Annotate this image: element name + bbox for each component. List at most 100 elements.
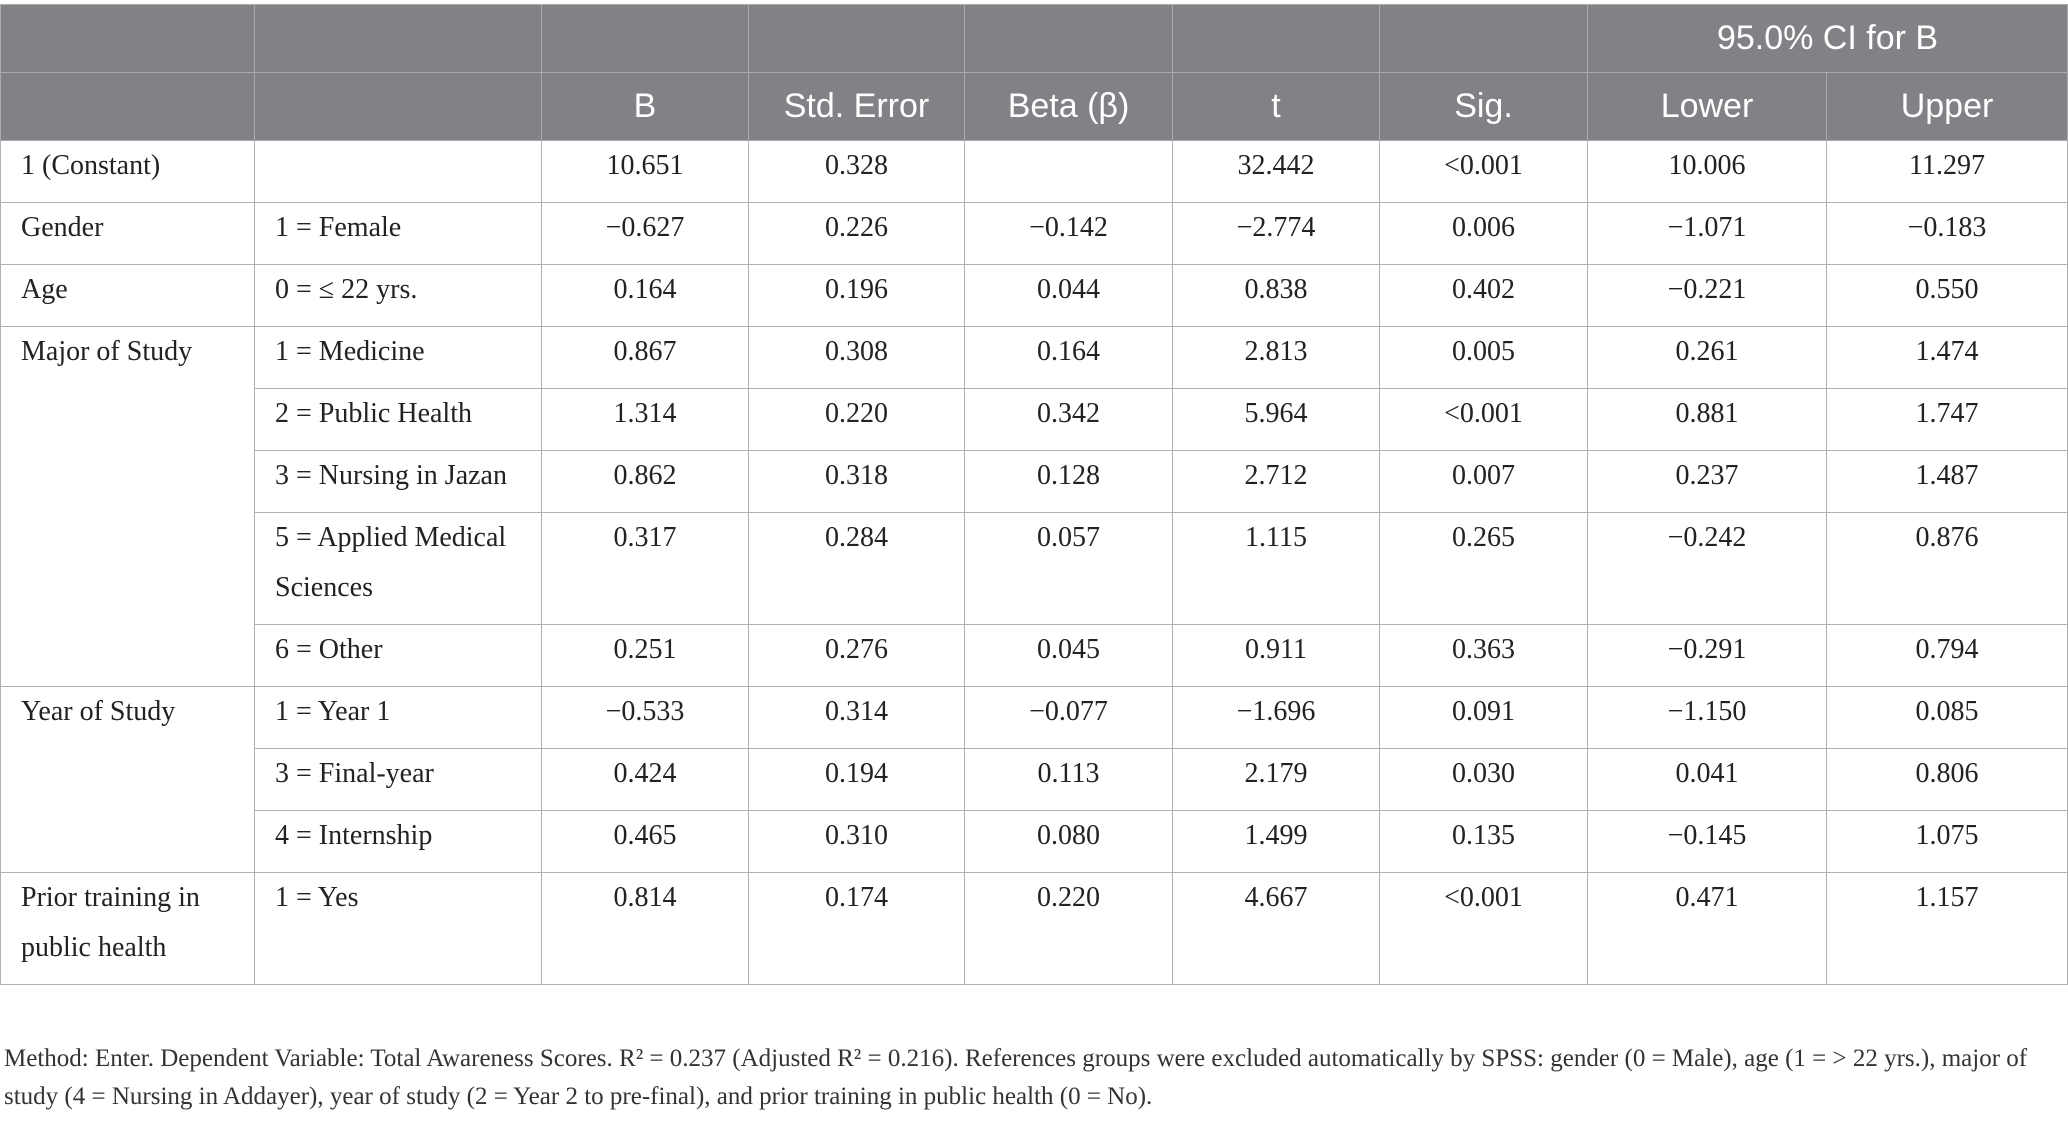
cell-sig: 0.402 [1379,264,1588,327]
cell-upper: 11.297 [1825,140,2068,203]
cell-upper: −0.183 [1825,202,2068,265]
cell-sig: 0.265 [1379,512,1588,625]
header-blank [748,4,965,73]
cell-lower: 0.261 [1587,326,1827,389]
header-row-1: 95.0% CI for B [0,4,2068,73]
header-blank [1379,4,1588,73]
cell-b: 0.867 [541,326,749,389]
cell-upper: 1.075 [1825,810,2068,873]
header-lower: Lower [1587,72,1827,141]
cell-upper: 0.794 [1825,624,2068,687]
regression-table-container: 95.0% CI for B B Std. Error Beta (β) t S… [0,4,2068,985]
cell-sig: 0.007 [1379,450,1588,513]
header-blank [254,4,542,73]
cell-std-error: 0.318 [748,450,965,513]
row-variable: Major of Study [0,326,255,687]
cell-lower: −0.145 [1587,810,1827,873]
table-row: Year of Study 1 = Year 1 −0.533 0.314 −0… [0,686,2068,873]
cell-t: 5.964 [1172,388,1380,451]
row-level: 1 = Female [254,202,542,265]
cell-t: 1.115 [1172,512,1380,625]
cell-b: 0.164 [541,264,749,327]
cell-std-error: 0.220 [748,388,965,451]
cell-beta: 0.164 [964,326,1173,389]
cell-lower: −1.150 [1587,686,1827,749]
cell-lower: −0.291 [1587,624,1827,687]
cell-lower: −1.071 [1587,202,1827,265]
row-level: 1 = Year 1 [254,686,542,749]
row-level: 1 = Medicine [254,326,542,389]
cell-std-error: 0.314 [748,686,965,749]
cell-sig: 0.363 [1379,624,1588,687]
cell-t: 0.838 [1172,264,1380,327]
cell-b: 0.465 [541,810,749,873]
cell-beta: 0.057 [964,512,1173,625]
cell-sig: <0.001 [1379,388,1588,451]
row-level [254,140,542,203]
cell-t: 2.712 [1172,450,1380,513]
cell-std-error: 0.196 [748,264,965,327]
cell-b: 0.317 [541,512,749,625]
header-b: B [541,72,749,141]
cell-lower: 0.237 [1587,450,1827,513]
cell-lower: 0.041 [1587,748,1827,811]
cell-upper: 0.876 [1825,512,2068,625]
table-row: 3 = Final-year 0.424 0.194 0.113 2.179 0… [1,748,2068,811]
table-row: 2 = Public Health 1.314 0.220 0.342 5.96… [1,388,2068,451]
table-row: 3 = Nursing in Jazan 0.862 0.318 0.128 2… [1,450,2068,513]
cell-upper: 1.747 [1825,388,2068,451]
header-std-error: Std. Error [748,72,965,141]
table-row: 1 (Constant) 10.651 0.328 32.442 <0.001 … [0,140,2068,203]
row-level: 4 = Internship [254,810,542,873]
cell-t: 32.442 [1172,140,1380,203]
row-level: 5 = Applied Medical Sciences [254,512,542,625]
header-beta: Beta (β) [964,72,1173,141]
cell-b: −0.627 [541,202,749,265]
cell-upper: 0.806 [1825,748,2068,811]
header-blank [0,72,255,141]
cell-std-error: 0.308 [748,326,965,389]
header-upper: Upper [1825,72,2068,141]
table-row: 6 = Other 0.251 0.276 0.045 0.911 0.363 … [1,624,2068,687]
cell-beta: −0.142 [964,202,1173,265]
cell-b: 0.251 [541,624,749,687]
cell-beta: 0.045 [964,624,1173,687]
table-row: Gender 1 = Female −0.627 0.226 −0.142 −2… [0,202,2068,265]
cell-std-error: 0.194 [748,748,965,811]
table-row: Age 0 = ≤ 22 yrs. 0.164 0.196 0.044 0.83… [0,264,2068,327]
cell-sig: <0.001 [1379,872,1588,985]
cell-lower: −0.242 [1587,512,1827,625]
header-blank [0,4,255,73]
cell-beta: 0.220 [964,872,1173,985]
cell-t: 0.911 [1172,624,1380,687]
cell-b: 0.424 [541,748,749,811]
cell-sig: 0.005 [1379,326,1588,389]
header-t: t [1172,72,1380,141]
cell-sig: <0.001 [1379,140,1588,203]
cell-lower: 0.471 [1587,872,1827,985]
cell-t: 1.499 [1172,810,1380,873]
header-blank [254,72,542,141]
table-row: 5 = Applied Medical Sciences 0.317 0.284… [1,512,2068,625]
header-row-2: B Std. Error Beta (β) t Sig. Lower Upper [0,72,2068,141]
row-variable: Prior training in public health [0,872,255,985]
row-level: 2 = Public Health [254,388,542,451]
row-level: 6 = Other [254,624,542,687]
cell-std-error: 0.328 [748,140,965,203]
cell-sig: 0.091 [1379,686,1588,749]
cell-lower: 10.006 [1587,140,1827,203]
cell-beta: −0.077 [964,686,1173,749]
cell-b: 10.651 [541,140,749,203]
row-level: 1 = Yes [254,872,542,985]
row-level: 3 = Final-year [254,748,542,811]
cell-upper: 1.474 [1825,326,2068,389]
cell-sig: 0.135 [1379,810,1588,873]
cell-beta: 0.044 [964,264,1173,327]
row-variable: Age [0,264,255,327]
row-level: 0 = ≤ 22 yrs. [254,264,542,327]
cell-lower: −0.221 [1587,264,1827,327]
cell-beta: 0.113 [964,748,1173,811]
cell-b: 1.314 [541,388,749,451]
cell-b: 0.814 [541,872,749,985]
cell-beta: 0.342 [964,388,1173,451]
